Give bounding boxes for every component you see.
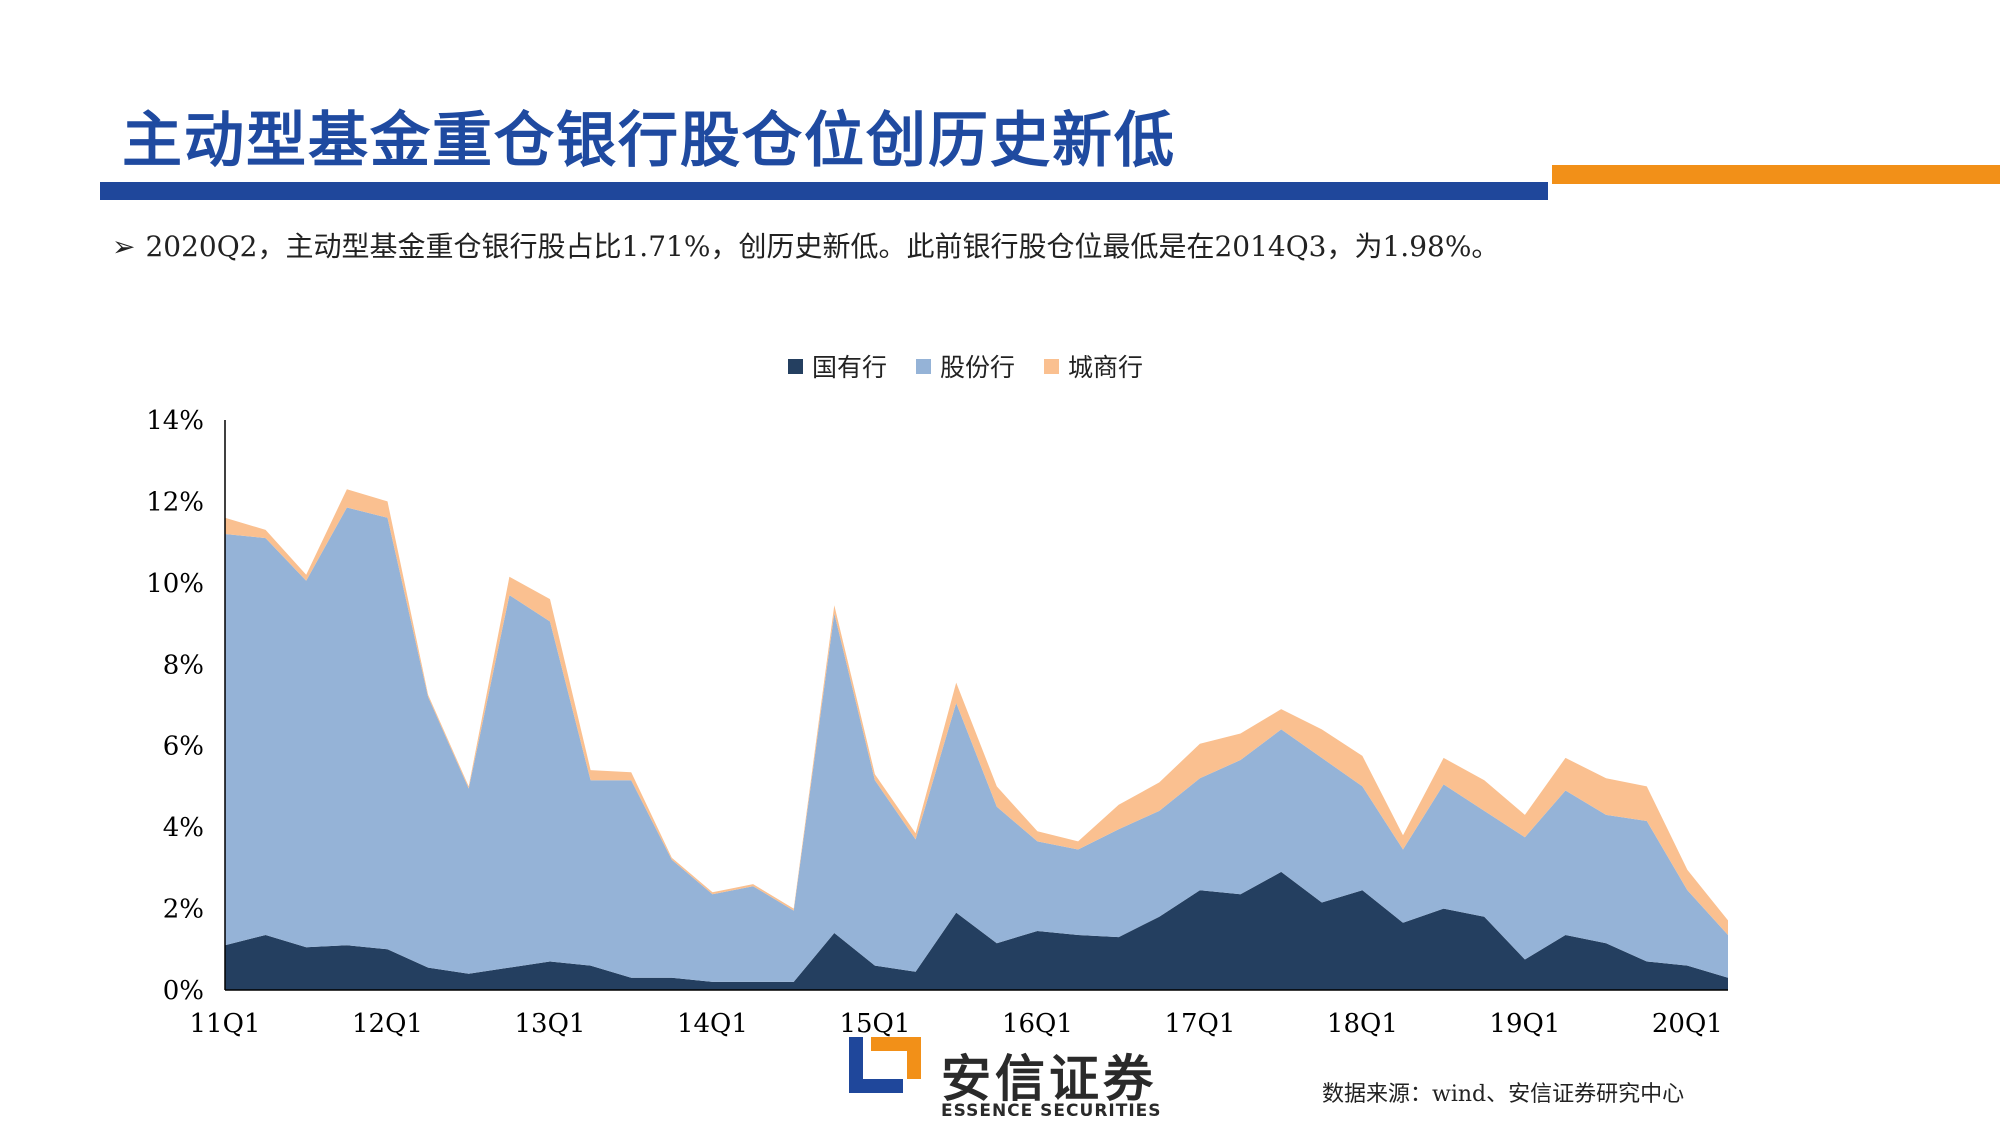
x-tick-label: 11Q1 (190, 1009, 261, 1039)
legend-swatch (916, 359, 931, 374)
x-tick-label: 14Q1 (677, 1009, 748, 1039)
x-tick-label: 13Q1 (514, 1009, 585, 1039)
legend-label: 城商行 (1068, 353, 1143, 382)
y-tick-label: 12% (146, 487, 204, 517)
logo-mark-icon (849, 1037, 921, 1093)
legend-label: 股份行 (940, 353, 1015, 382)
logo-text-cn: 安信证券 (941, 1050, 1157, 1108)
title-underline-blue (100, 182, 1548, 200)
x-tick-label: 12Q1 (352, 1009, 423, 1039)
logo-text-en: ESSENCE SECURITIES (941, 1101, 1162, 1121)
title-underline-orange (1552, 165, 2000, 184)
area-series-1 (225, 871, 1728, 990)
y-tick-label: 2% (163, 895, 204, 925)
y-tick-label: 10% (146, 569, 204, 599)
x-tick-label: 20Q1 (1652, 1009, 1723, 1039)
y-tick-label: 4% (163, 813, 204, 843)
x-tick-label: 19Q1 (1489, 1009, 1560, 1039)
y-tick-label: 8% (163, 650, 204, 680)
company-logo: 安信证券 ESSENCE SECURITIES (845, 1035, 1165, 1121)
legend-label: 国有行 (812, 353, 887, 382)
summary-text: 2020Q2，主动型基金重仓银行股占比1.71%，创历史新低。此前银行股仓位最低… (145, 230, 1500, 263)
legend-swatch (788, 359, 803, 374)
x-tick-label: 18Q1 (1327, 1009, 1398, 1039)
x-tick-label: 17Q1 (1164, 1009, 1235, 1039)
data-source-note: 数据来源：wind、安信证券研究中心 (1322, 1082, 1685, 1107)
y-tick-label: 14% (146, 406, 204, 436)
y-tick-label: 6% (163, 732, 204, 762)
x-tick-label: 16Q1 (1002, 1009, 1073, 1039)
page-title: 主动型基金重仓银行股仓位创历史新低 (122, 106, 1176, 176)
bullet-arrow-icon: ➢ (112, 230, 136, 263)
summary-bullet: ➢ 2020Q2，主动型基金重仓银行股占比1.71%，创历史新低。此前银行股仓位最… (112, 225, 1499, 265)
area-series-2 (225, 507, 1728, 982)
y-tick-label: 0% (163, 976, 204, 1006)
x-tick-label: 15Q1 (839, 1009, 910, 1039)
legend-swatch (1044, 359, 1059, 374)
